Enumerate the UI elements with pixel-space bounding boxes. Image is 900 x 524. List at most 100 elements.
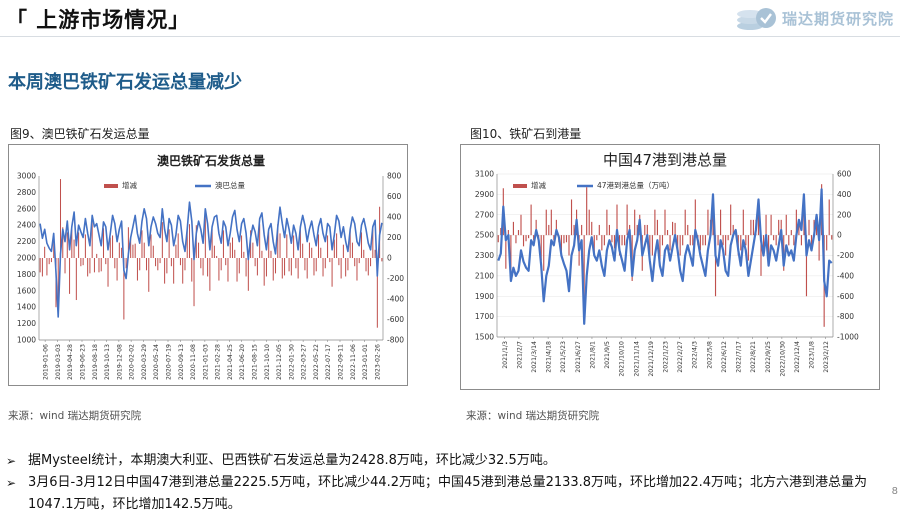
change-bar (277, 224, 279, 258)
right-axis-tick-label: -1000 (837, 333, 859, 342)
change-bar (89, 258, 91, 274)
summary-bullets: ➢ 据Mysteel统计，本期澳大利亚、巴西铁矿石发运总量为2428.8万吨，环… (6, 450, 892, 516)
change-bar (725, 235, 727, 256)
left-axis-tick-label: 2300 (475, 251, 494, 260)
change-bar (159, 258, 161, 264)
right-axis-tick-label: -200 (837, 251, 854, 260)
x-tick-label: 2021-08-15 (252, 344, 259, 380)
change-bar (810, 235, 813, 246)
change-bar (234, 249, 236, 258)
x-tick-label: 2019-04-28 (67, 344, 74, 380)
change-bar (82, 258, 84, 266)
change-bar (661, 235, 664, 246)
change-bar (211, 229, 213, 258)
change-bar (699, 235, 701, 251)
change-bar (324, 258, 326, 269)
change-bar (591, 221, 593, 236)
change-bar (370, 258, 372, 267)
figure-9-source: 来源：wind 瑞达期货研究院 (8, 410, 142, 422)
left-axis-tick-label: 2200 (17, 237, 36, 246)
change-bar (795, 209, 797, 236)
x-tick-label: 2023-01-01 (362, 344, 369, 380)
right-axis-tick-label: -400 (837, 271, 854, 280)
x-tick-label: 2021/1/3 (502, 341, 509, 369)
left-axis-tick-label: 1000 (17, 336, 36, 345)
change-bar (828, 199, 830, 236)
right-axis-tick-label: 600 (387, 192, 402, 201)
change-bar (540, 235, 542, 261)
change-bar (621, 235, 623, 246)
left-axis-tick-label: 2700 (475, 210, 494, 219)
x-tick-label: 2021/3/14 (531, 341, 538, 373)
change-bar (778, 219, 780, 236)
change-bar (207, 258, 209, 277)
change-bar (175, 244, 177, 258)
change-bar (720, 209, 722, 236)
change-bar (374, 249, 376, 258)
change-bar (545, 209, 547, 236)
coin-stack-logo-icon (736, 8, 776, 30)
change-bar (96, 253, 98, 258)
change-bar (261, 250, 263, 258)
change-bar (62, 227, 64, 258)
change-bar (256, 258, 258, 276)
change-bar (565, 235, 568, 243)
change-bar (91, 220, 93, 258)
change-bar (268, 232, 270, 258)
right-axis-tick-label: 400 (837, 190, 852, 199)
x-tick-label: 2023-02-26 (374, 344, 381, 380)
change-bar (198, 242, 200, 258)
chart-title: 中国47港到港总量 (603, 151, 727, 169)
left-axis-tick-label: 1500 (475, 333, 494, 342)
change-bar (613, 235, 616, 249)
change-bar (543, 235, 545, 271)
change-bar (722, 235, 724, 246)
change-bar (182, 258, 184, 284)
change-bar (216, 255, 218, 258)
x-tick-label: 2022/5/8 (706, 341, 713, 369)
legend-label: 增减 (122, 180, 137, 190)
change-bar (254, 258, 256, 267)
x-tick-label: 2022/1/23 (663, 341, 670, 373)
change-bar (98, 258, 100, 273)
change-bar (331, 258, 333, 287)
change-bar (209, 258, 211, 291)
figure-10-source: 来源：wind 瑞达期货研究院 (466, 410, 600, 422)
x-tick-label: 2022/10/30 (779, 341, 786, 377)
change-bar (507, 230, 509, 236)
change-bar (179, 258, 181, 266)
change-bar (157, 258, 159, 271)
change-bar (760, 235, 762, 276)
change-bar (75, 258, 77, 301)
left-axis-tick-label: 2600 (17, 204, 36, 213)
change-bar (231, 237, 234, 258)
change-bar (299, 229, 301, 258)
change-bar (71, 229, 73, 258)
change-bar (247, 258, 249, 291)
change-bar (765, 214, 767, 236)
x-tick-label: 2021/10/10 (619, 341, 626, 377)
change-bar (727, 235, 729, 241)
change-bar (286, 234, 288, 258)
change-bar (102, 228, 105, 258)
change-bar (327, 235, 329, 258)
change-bar (732, 224, 734, 236)
change-bar (229, 242, 231, 258)
change-bar (515, 235, 517, 244)
change-bar (329, 258, 331, 263)
x-tick-label: 2019-01-06 (43, 344, 50, 380)
change-bar (583, 235, 585, 319)
change-bar (704, 235, 706, 246)
change-bar (87, 258, 89, 277)
change-bar (279, 233, 281, 258)
x-tick-label: 2021-01-03 (202, 344, 209, 380)
right-axis-tick-label: 800 (387, 172, 402, 181)
change-bar (351, 242, 353, 258)
left-axis-tick-label: 3100 (475, 170, 494, 179)
change-bar (170, 258, 172, 267)
x-tick-label: 2019-06-23 (80, 344, 87, 380)
left-axis-tick-label: 1700 (475, 312, 494, 321)
left-axis-tick-label: 1200 (17, 319, 36, 328)
left-axis-tick-label: 2100 (475, 271, 494, 280)
change-bar (365, 258, 367, 272)
